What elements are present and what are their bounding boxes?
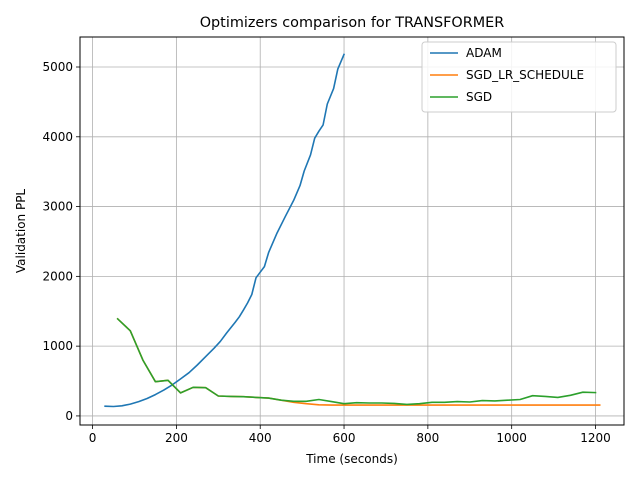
x-tick-label: 200 <box>165 431 188 445</box>
y-axis-label: Validation PPL <box>14 189 28 274</box>
y-tick-label: 3000 <box>42 200 73 214</box>
y-tick-label: 0 <box>65 409 73 423</box>
series-layer <box>104 53 601 408</box>
x-tick-label: 800 <box>416 431 439 445</box>
y-tick-label: 5000 <box>42 60 73 74</box>
y-tick-label: 2000 <box>42 269 73 283</box>
chart-title: Optimizers comparison for TRANSFORMER <box>200 15 505 31</box>
legend-label-sgd: SGD <box>466 90 492 104</box>
x-tick-label: 400 <box>249 431 272 445</box>
axis-ticks: 0 200 400 600 800 1000 1200 0 1000 2000 3000 4000 50… <box>42 60 610 445</box>
y-tick-label: 4000 <box>42 130 73 144</box>
x-tick-label: 1000 <box>496 431 527 445</box>
legend: ADAM SGD_LR_SCHEDULE SGD <box>421 41 617 113</box>
grid <box>80 37 624 425</box>
x-tick-label: 0 <box>89 431 97 445</box>
legend-box <box>421 41 617 113</box>
x-axis-label: Time (seconds) <box>305 452 398 466</box>
y-tick-label: 1000 <box>42 339 73 353</box>
legend-label-adam: ADAM <box>466 46 502 60</box>
x-tick-label: 1200 <box>580 431 611 445</box>
series-line-sgd <box>116 317 597 406</box>
plot-frame <box>79 36 625 426</box>
x-tick-label: 600 <box>333 431 356 445</box>
series-line-adam <box>104 53 346 408</box>
legend-label-sgd-lr-schedule: SGD_LR_SCHEDULE <box>466 68 584 82</box>
